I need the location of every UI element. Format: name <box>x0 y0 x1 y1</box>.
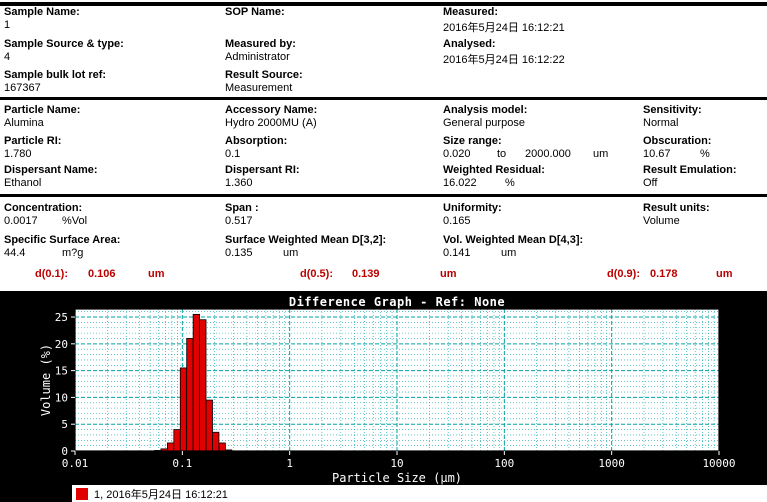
result-source-label: Result Source: <box>225 69 303 81</box>
d90-value: 0.178 <box>650 268 678 280</box>
dispersant-name-label: Dispersant Name: <box>4 164 98 176</box>
span-value: 0.517 <box>225 215 253 227</box>
chart-title: Difference Graph - Ref: None <box>288 295 506 309</box>
result-units-value: Volume <box>643 215 680 227</box>
concentration-label: Concentration: <box>4 202 83 214</box>
d90-unit: um <box>716 268 733 280</box>
bulk-lot-ref-value: 167367 <box>4 82 41 94</box>
svg-text:10: 10 <box>390 457 403 470</box>
accessory-name-label: Accessory Name: <box>225 104 318 116</box>
obscuration-label: Obscuration: <box>643 135 712 147</box>
d90-label: d(0.9): <box>607 268 640 280</box>
sample-source-label: Sample Source & type: <box>4 38 124 50</box>
svg-text:0.01: 0.01 <box>62 457 89 470</box>
accessory-name-value: Hydro 2000MU (A) <box>225 117 317 129</box>
sensitivity-value: Normal <box>643 117 679 129</box>
uniformity-value: 0.165 <box>443 215 471 227</box>
top-rule <box>0 2 767 6</box>
sample-source-value: 4 <box>4 51 11 63</box>
d32-label: Surface Weighted Mean D[3,2]: <box>225 234 387 246</box>
chart-legend: 1, 2016年5月24日 16:12:21 <box>72 485 767 502</box>
section2-rule <box>0 194 767 197</box>
svg-text:Particle Size (μm): Particle Size (μm) <box>332 471 462 485</box>
dispersant-ri-value: 1.360 <box>225 177 253 189</box>
legend-swatch <box>76 487 88 500</box>
sample-name-value: 1 <box>4 19 11 31</box>
uniformity-label: Uniformity: <box>443 202 502 214</box>
measured-label: Measured: <box>443 6 499 18</box>
result-emulation-value: Off <box>643 177 658 189</box>
ssa-unit: m?g <box>62 247 84 259</box>
d10-unit: um <box>148 268 165 280</box>
obscuration-value: 10.67 <box>643 148 671 160</box>
svg-text:10000: 10000 <box>702 457 735 470</box>
size-range-min: 0.020 <box>443 148 471 160</box>
result-emulation-label: Result Emulation: <box>643 164 737 176</box>
dispersant-name-value: Ethanol <box>4 177 42 189</box>
size-range-to: to <box>497 148 507 160</box>
legend-text: 1, 2016年5月24日 16:12:21 <box>94 488 228 501</box>
analysis-model-label: Analysis model: <box>443 104 528 116</box>
particle-name-label: Particle Name: <box>4 104 81 116</box>
sample-name-label: Sample Name: <box>4 6 80 18</box>
svg-text:0.1: 0.1 <box>172 457 192 470</box>
particle-ri-label: Particle RI: <box>4 135 62 147</box>
weighted-residual-label: Weighted Residual: <box>443 164 545 176</box>
d10-value: 0.106 <box>88 268 116 280</box>
svg-text:1000: 1000 <box>598 457 625 470</box>
result-source-value: Measurement <box>225 82 293 94</box>
particle-ri-value: 1.780 <box>4 148 32 160</box>
svg-text:1: 1 <box>286 457 293 470</box>
svg-text:100: 100 <box>494 457 514 470</box>
d43-unit: um <box>501 247 517 259</box>
result-units-label: Result units: <box>643 202 710 214</box>
span-label: Span : <box>225 202 259 214</box>
concentration-unit: %Vol <box>62 215 88 227</box>
ssa-label: Specific Surface Area: <box>4 234 121 246</box>
concentration-value: 0.0017 <box>4 215 38 227</box>
d32-value: 0.135 <box>225 247 253 259</box>
obscuration-unit: % <box>700 148 710 160</box>
measured-by-label: Measured by: <box>225 38 296 50</box>
svg-text:15: 15 <box>55 365 68 378</box>
weighted-residual-unit: % <box>505 177 515 189</box>
section1-rule <box>0 97 767 100</box>
absorption-label: Absorption: <box>225 135 288 147</box>
measured-value: 2016年5月24日 16:12:21 <box>443 22 565 34</box>
d50-value: 0.139 <box>352 268 380 280</box>
size-range-label: Size range: <box>443 135 502 147</box>
d50-label: d(0.5): <box>300 268 333 280</box>
d32-unit: um <box>283 247 299 259</box>
svg-text:10: 10 <box>55 391 68 404</box>
particle-name-value: Alumina <box>4 117 44 129</box>
d43-value: 0.141 <box>443 247 471 259</box>
absorption-value: 0.1 <box>225 148 241 160</box>
size-range-unit: um <box>593 148 609 160</box>
weighted-residual-value: 16.022 <box>443 177 477 189</box>
svg-text:20: 20 <box>55 338 68 351</box>
d10-label: d(0.1): <box>35 268 68 280</box>
analysed-value: 2016年5月24日 16:12:22 <box>443 54 565 66</box>
dispersant-ri-label: Dispersant RI: <box>225 164 300 176</box>
difference-graph-panel: 0 5 10 15 20 25 0.01 0.1 1 10 100 1000 10000 Particle… <box>0 291 767 502</box>
difference-graph: 0 5 10 15 20 25 0.01 0.1 1 10 100 1000 10000 Particle… <box>39 308 736 485</box>
ssa-value: 44.4 <box>4 247 26 259</box>
size-range-max: 2000.000 <box>525 148 571 160</box>
svg-text:5: 5 <box>61 418 68 431</box>
analysed-label: Analysed: <box>443 38 496 50</box>
measured-by-value: Administrator <box>225 51 290 63</box>
bulk-lot-ref-label: Sample bulk lot ref: <box>4 69 107 81</box>
sensitivity-label: Sensitivity: <box>643 104 702 116</box>
svg-text:Volume (%): Volume (%) <box>39 344 53 416</box>
sop-name-label: SOP Name: <box>225 6 285 18</box>
svg-text:25: 25 <box>55 311 68 324</box>
svg-text:0: 0 <box>61 445 68 458</box>
analysis-model-value: General purpose <box>443 117 525 129</box>
d50-unit: um <box>440 268 457 280</box>
d43-label: Vol. Weighted Mean D[4,3]: <box>443 234 584 246</box>
